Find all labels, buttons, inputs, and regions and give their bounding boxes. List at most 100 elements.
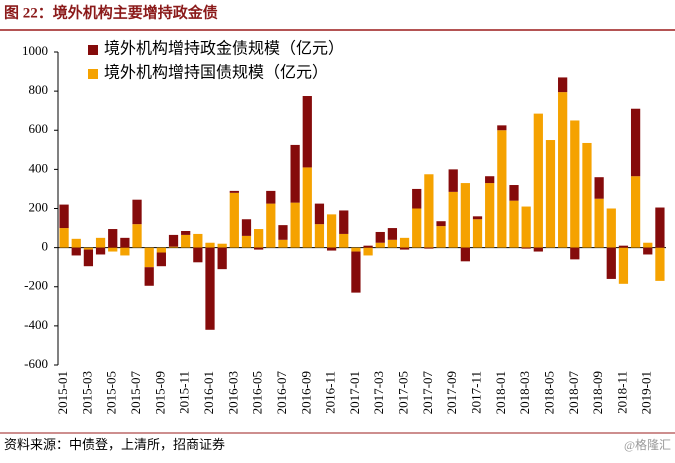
x-tick-label: 2017-07 xyxy=(420,371,435,415)
bar xyxy=(521,206,531,248)
bar xyxy=(266,203,276,248)
bar xyxy=(643,247,653,255)
bar xyxy=(326,214,337,248)
bar xyxy=(521,247,531,249)
x-tick-label: 2016-05 xyxy=(250,371,265,414)
bar xyxy=(120,247,130,256)
bar xyxy=(594,177,604,199)
y-tick-label: -600 xyxy=(24,356,48,371)
bar xyxy=(266,190,276,204)
bar xyxy=(363,247,373,256)
bar xyxy=(424,247,434,249)
bar xyxy=(643,242,653,248)
bar xyxy=(387,239,398,248)
y-tick-label: 200 xyxy=(29,199,49,214)
bar xyxy=(424,174,434,248)
bar xyxy=(497,130,507,248)
x-tick-label: 2017-01 xyxy=(347,371,362,414)
y-tick-label: -400 xyxy=(24,317,48,332)
bar xyxy=(339,210,349,234)
y-tick-label: 0 xyxy=(42,239,49,254)
bar xyxy=(108,229,118,248)
y-tick-label: -200 xyxy=(24,278,48,293)
bar xyxy=(545,140,556,248)
bar xyxy=(618,245,629,248)
bar xyxy=(254,247,264,250)
x-tick-label: 2016-09 xyxy=(298,371,313,414)
y-tick-label: 600 xyxy=(29,121,49,136)
bar xyxy=(375,242,385,248)
bar xyxy=(156,247,166,253)
bar xyxy=(594,198,604,248)
watermark: @格隆汇 xyxy=(624,437,671,452)
x-tick-label: 2018-01 xyxy=(493,371,508,414)
x-tick-label: 2015-11 xyxy=(177,371,192,414)
bar xyxy=(448,169,458,192)
bar xyxy=(533,113,543,248)
bar xyxy=(71,238,81,248)
bar xyxy=(485,183,495,248)
x-tick-label: 2018-07 xyxy=(566,371,581,415)
x-tick-label: 2017-03 xyxy=(371,371,386,414)
bar xyxy=(241,219,252,236)
bar xyxy=(326,247,337,251)
bar xyxy=(630,108,641,177)
bar xyxy=(497,125,507,131)
x-tick-label: 2015-01 xyxy=(55,371,70,414)
bar xyxy=(509,185,519,201)
y-tick-label: 400 xyxy=(29,160,49,175)
bar xyxy=(570,120,580,248)
x-tick-label: 2018-03 xyxy=(517,371,532,414)
bar xyxy=(144,267,154,286)
bar xyxy=(412,208,422,248)
bar xyxy=(375,231,385,243)
bar xyxy=(582,142,592,248)
bar xyxy=(278,225,288,240)
x-tick-label: 2018-05 xyxy=(541,371,556,414)
bar xyxy=(205,242,215,248)
bar xyxy=(59,204,69,229)
bar xyxy=(533,247,543,252)
bar xyxy=(302,96,312,168)
bar xyxy=(472,219,483,248)
x-tick-label: 2018-11 xyxy=(614,371,629,414)
bar xyxy=(630,176,641,248)
bar xyxy=(205,247,215,330)
legend-swatch xyxy=(88,45,98,55)
bar xyxy=(448,191,458,248)
bar xyxy=(168,234,179,247)
bar xyxy=(254,229,264,248)
bar xyxy=(302,167,312,248)
bar xyxy=(412,188,422,209)
bar xyxy=(144,247,154,268)
bar xyxy=(618,247,629,284)
bar xyxy=(120,237,130,248)
x-tick-label: 2017-11 xyxy=(469,371,484,414)
bar xyxy=(570,247,580,260)
bar xyxy=(229,192,239,248)
bar xyxy=(339,233,349,248)
bar xyxy=(509,200,519,248)
x-tick-label: 2015-03 xyxy=(79,371,94,414)
legend-label: 境外机构增持国债规模（亿元） xyxy=(104,63,328,82)
bar xyxy=(217,247,227,270)
bar xyxy=(436,226,446,248)
x-tick-label: 2016-01 xyxy=(201,371,216,414)
bar xyxy=(472,216,483,220)
x-tick-label: 2017-05 xyxy=(396,371,411,414)
bar xyxy=(290,144,300,203)
bar xyxy=(132,224,142,248)
legend-swatch xyxy=(88,69,98,79)
bar xyxy=(351,247,361,252)
bar xyxy=(95,247,106,255)
y-tick-label: 800 xyxy=(29,82,49,97)
chart-title: 图 22：境外机构主要增持政金债 xyxy=(4,3,218,21)
bar xyxy=(558,92,568,248)
x-tick-label: 2017-09 xyxy=(444,371,459,414)
bar xyxy=(606,247,616,279)
bar xyxy=(217,243,227,248)
bar xyxy=(399,237,410,248)
bar xyxy=(181,230,191,235)
x-tick-label: 2016-03 xyxy=(225,371,240,414)
